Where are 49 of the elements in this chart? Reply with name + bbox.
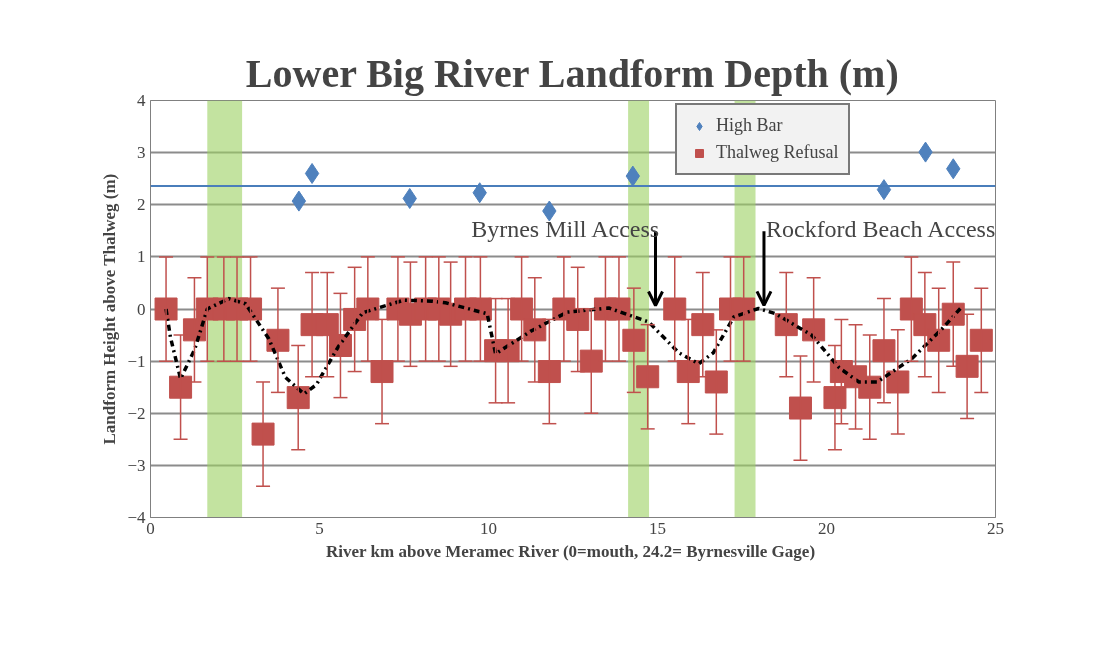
point <box>169 375 193 399</box>
point <box>239 297 263 321</box>
point <box>955 354 979 378</box>
point <box>676 360 700 384</box>
point <box>510 297 534 321</box>
x-tick-label: 10 <box>480 518 497 538</box>
point <box>663 297 687 321</box>
point <box>622 328 646 352</box>
point <box>468 297 492 321</box>
chart-title: Lower Big River Landform Depth (m) <box>245 50 899 96</box>
point <box>304 162 320 184</box>
point <box>927 328 951 352</box>
x-tick-label: 25 <box>987 518 1004 538</box>
y-tick-label: 1 <box>137 247 146 267</box>
annotation: Byrnes Mill Access <box>471 215 660 242</box>
point <box>969 328 993 352</box>
legend-label: Thalweg Refusal <box>716 142 839 163</box>
legend-label: High Bar <box>716 115 783 136</box>
y-tick-label: 3 <box>137 143 146 163</box>
point <box>537 360 561 384</box>
annotation: Rockford Beach Access <box>765 215 996 242</box>
y-axis-title: Landform Height above Thalweg (m) <box>100 173 120 445</box>
x-tick-label: 20 <box>818 518 835 538</box>
point <box>291 190 307 212</box>
point <box>872 339 896 363</box>
point <box>154 297 178 321</box>
y-tick-label: −1 <box>127 351 146 371</box>
point <box>823 386 847 410</box>
x-axis-title: River km above Meramec River (0=mouth, 24.2= Byrnesville Gage) <box>326 541 816 561</box>
point <box>704 370 728 394</box>
y-tick-label: −4 <box>127 508 146 527</box>
x-tick-label: 5 <box>315 518 324 538</box>
point <box>636 365 660 389</box>
point <box>732 297 756 321</box>
x-tick-label: 15 <box>649 518 666 538</box>
point <box>315 313 339 337</box>
y-tick-label: 4 <box>137 91 146 110</box>
point <box>579 349 603 373</box>
point <box>607 297 631 321</box>
y-tick-label: 0 <box>137 299 146 319</box>
y-tick-label: −3 <box>127 455 146 475</box>
point <box>370 360 394 384</box>
point <box>886 370 910 394</box>
y-tick-label: −2 <box>127 403 146 423</box>
point <box>788 396 812 420</box>
point <box>802 318 826 342</box>
point <box>251 422 275 446</box>
y-tick-label: 2 <box>137 195 146 215</box>
point <box>876 179 892 201</box>
